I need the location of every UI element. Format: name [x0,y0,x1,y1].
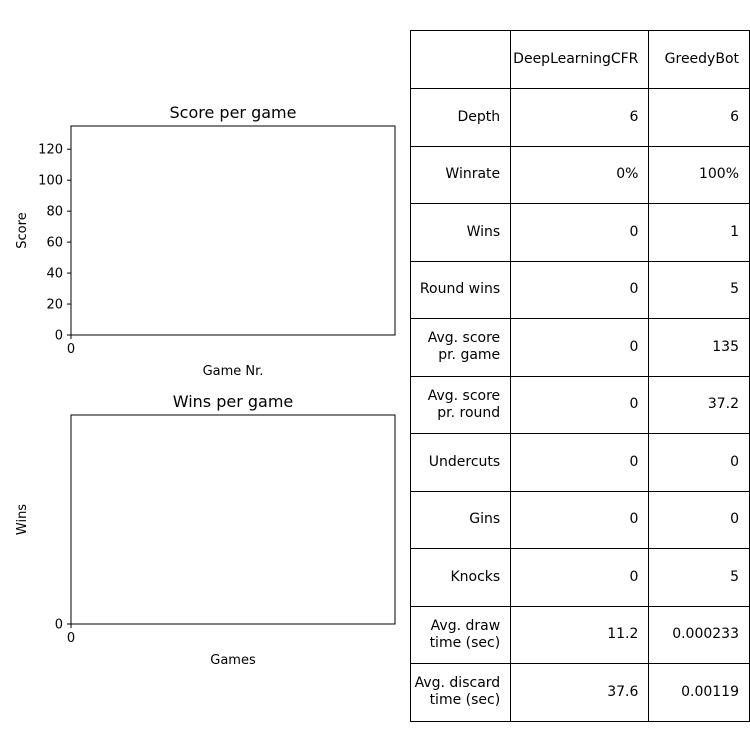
table-row-label: Depth [409,88,512,147]
table-cell: 0.00119 [648,663,750,722]
table-row: Avg. discard time (sec) 37.6 0.00119 [409,663,750,722]
stats-table: DeepLearningCFR GreedyBot Depth 6 6 Winrate 0%… [409,30,750,722]
table-row-label: Wins [409,203,512,262]
table-row: Depth 6 6 [409,88,750,147]
table-header-cell: DeepLearningCFR [510,30,650,89]
table-cell: 0 [648,490,750,549]
table-row-label: Undercuts [409,433,512,492]
x-tick-label-0-0: 0 [67,342,75,357]
x-tick-label-1-0: 0 [67,631,75,646]
table-cell: 11.2 [510,605,650,664]
table-row: Avg. score pr. game 0 135 [409,318,750,377]
table-cell: 0 [510,203,650,262]
table-cell: 37.2 [648,375,750,434]
table-cell: 0.000233 [648,605,750,664]
table-row: Avg. score pr. round 0 37.2 [409,375,750,434]
plot-frame-0 [70,125,396,336]
table-row-label: Winrate [409,145,512,204]
chart-title-1: Wins per game [173,392,294,411]
table-cell: 1 [648,203,750,262]
table-row: Gins 0 0 [409,490,750,549]
table-cell: 37.6 [510,663,650,722]
table-row: Knocks 0 5 [409,548,750,607]
plot-frame-1 [70,414,396,625]
chart-title-0: Score per game [170,103,297,122]
x-axis-label-0: Game Nr. [203,364,264,379]
table-cell: 5 [648,548,750,607]
table-cell: 0 [510,433,650,492]
table-cell: 0 [510,548,650,607]
table-cell: 6 [510,88,650,147]
table-cell: 100% [648,145,750,204]
y-axis-label-0: Score [15,212,30,248]
table-cell: 0 [510,260,650,319]
table-header-row: DeepLearningCFR GreedyBot [409,30,750,89]
y-tick-label-0-2: 40 [46,267,63,282]
table-cell: 6 [648,88,750,147]
y-tick-label-0-5: 100 [38,174,63,189]
table-cell: 0 [648,433,750,492]
y-tick-label-1-0: 0 [55,618,63,633]
y-axis-label-1: Wins [15,504,30,535]
table-cell: 0 [510,490,650,549]
table-row-label: Avg. discard time (sec) [409,663,512,722]
table-row-label: Gins [409,490,512,549]
y-tick-label-0-3: 60 [46,236,63,251]
table-cell: 135 [648,318,750,377]
y-tick-label-0-4: 80 [46,205,63,220]
table-row: Wins 0 1 [409,203,750,262]
y-tick-label-0-6: 120 [38,143,63,158]
table-row-label: Avg. draw time (sec) [409,605,512,664]
table-cell: 0% [510,145,650,204]
table-header-cell [409,30,512,89]
table-row-label: Round wins [409,260,512,319]
table-header-cell: GreedyBot [648,30,750,89]
table-row-label: Knocks [409,548,512,607]
table-row: Undercuts 0 0 [409,433,750,492]
table-row: Avg. draw time (sec) 11.2 0.000233 [409,605,750,664]
y-tick-label-0-0: 0 [55,329,63,344]
y-tick-label-0-1: 20 [46,298,63,313]
table-cell: 0 [510,375,650,434]
table-cell: 0 [510,318,650,377]
table-row: Winrate 0% 100% [409,145,750,204]
table-row: Round wins 0 5 [409,260,750,319]
table-cell: 5 [648,260,750,319]
table-row-label: Avg. score pr. game [409,318,512,377]
table-row-label: Avg. score pr. round [409,375,512,434]
x-axis-label-1: Games [210,653,256,668]
